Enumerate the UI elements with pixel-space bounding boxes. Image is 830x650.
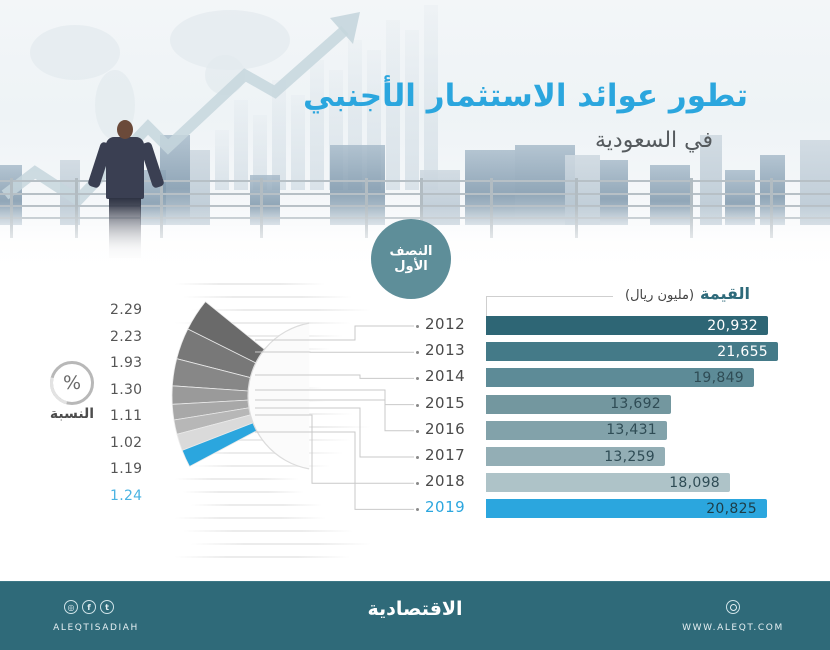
- value-bar-label: 20,932: [707, 317, 758, 334]
- railing: [0, 180, 830, 182]
- divider: [486, 296, 487, 320]
- instagram-icon[interactable]: ◎: [64, 600, 78, 614]
- hero-banner: [0, 0, 830, 285]
- connector-dot: [416, 351, 419, 355]
- percent-value: 1.30: [110, 381, 143, 398]
- period-badge-line2: الأول: [394, 259, 428, 274]
- year-label: 2019: [425, 498, 466, 517]
- social-handle[interactable]: ALEQTISADIAH: [53, 623, 139, 633]
- percent-value: 1.02: [110, 434, 143, 451]
- value-bar: 13,431: [486, 420, 667, 440]
- connector-line: [255, 407, 414, 458]
- connector-dot: [416, 403, 419, 407]
- brand-logo: الاقتصادية: [367, 598, 463, 620]
- year-label: 2013: [425, 341, 466, 360]
- growth-arrow-icon: [1, 12, 360, 208]
- connector-dot: [416, 456, 419, 459]
- value-bar: 13,692: [486, 394, 671, 414]
- world-map-shape: [30, 25, 120, 80]
- connector-line: [255, 389, 414, 406]
- year-label: 2015: [425, 393, 466, 412]
- percent-label: النسبة: [49, 406, 95, 422]
- percent-value: 1.24: [110, 487, 143, 504]
- connector-line: [255, 414, 414, 484]
- period-badge: النصف الأول: [371, 219, 451, 299]
- value-bar: 21,655: [486, 342, 778, 362]
- percent-value: 1.93: [110, 355, 143, 371]
- value-bar: 20,932: [486, 316, 768, 335]
- value-bar-label: 21,655: [717, 343, 768, 360]
- year-label: 2012: [425, 315, 466, 333]
- year-label: 2014: [425, 367, 466, 386]
- connector-line: [255, 325, 414, 341]
- connector-dot: [416, 429, 419, 433]
- connector-dot: [416, 325, 419, 328]
- value-bar-label: 19,849: [693, 369, 744, 386]
- value-bar-label: 20,825: [706, 500, 757, 517]
- period-badge-line1: النصف: [389, 244, 433, 259]
- value-bar-label: 13,692: [610, 396, 661, 413]
- value-bar: 13,259: [486, 447, 665, 466]
- value-title: القيمة: [700, 284, 750, 303]
- percentage-fan-chart: [171, 301, 414, 510]
- website-link[interactable]: WWW.ALEQT.COM: [682, 623, 784, 633]
- value-bar-label: 18,098: [669, 474, 720, 491]
- year-label: 2017: [425, 446, 466, 464]
- footer: [0, 581, 830, 650]
- year-label: 2018: [425, 472, 466, 491]
- page-title: تطور عوائد الاستثمار الأجنبي: [303, 78, 748, 114]
- value-unit: (مليون ريال): [625, 288, 695, 303]
- value-bar: 18,098: [486, 473, 730, 493]
- facebook-icon[interactable]: f: [82, 600, 96, 614]
- percent-value: 2.23: [110, 328, 143, 345]
- percent-value: 2.29: [110, 302, 143, 318]
- connector-dot: [416, 482, 419, 486]
- railing: [0, 193, 830, 195]
- value-bar-label: 13,431: [606, 422, 657, 439]
- connector-line: [255, 374, 414, 379]
- value-chart-title: القيمة (مليون ريال): [625, 284, 750, 303]
- divider: [487, 296, 613, 297]
- globe-icon: [726, 600, 740, 614]
- social-links: ◎ f t: [64, 600, 114, 614]
- connector-line: [255, 431, 414, 510]
- percent-icon: %: [50, 361, 94, 405]
- value-bar: 20,825: [486, 499, 767, 519]
- value-bar: 19,849: [486, 368, 754, 388]
- percent-value: 1.19: [110, 461, 143, 477]
- connector-dot: [416, 508, 419, 512]
- value-bar-label: 13,259: [604, 448, 655, 465]
- year-label: 2016: [425, 419, 466, 438]
- page-subtitle: في السعودية: [595, 128, 713, 153]
- percent-value: 1.11: [110, 408, 143, 424]
- twitter-icon[interactable]: t: [100, 600, 114, 614]
- connector-dot: [416, 377, 419, 381]
- connector-line: [255, 399, 414, 432]
